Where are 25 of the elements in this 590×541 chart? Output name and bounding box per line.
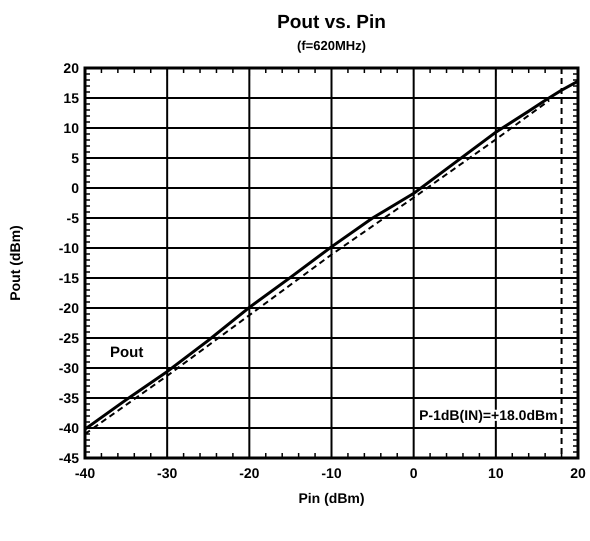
x-tick-label: -20 [239,465,260,481]
x-tick-label: 20 [570,465,586,481]
y-tick-label: 20 [63,60,80,76]
chart-subtitle: (f=620MHz) [297,38,366,53]
y-axis-title: Pout (dBm) [7,225,23,301]
chart-title: Pout vs. Pin [277,12,386,33]
y-tick-label: 10 [63,120,80,136]
x-tick-label: -30 [157,465,178,481]
y-tick-label: -35 [58,390,80,406]
x-tick-label: 0 [410,465,418,481]
y-tick-label: -25 [58,330,80,346]
y-tick-label: -10 [58,240,80,256]
y-tick-label: -30 [58,360,80,376]
y-tick-label: 0 [71,180,80,196]
y-tick-label: -40 [58,420,80,436]
x-tick-label: -10 [321,465,342,481]
x-axis-title: Pin (dBm) [298,490,365,506]
x-tick-label: 10 [488,465,504,481]
y-tick-label: 5 [71,150,80,166]
y-tick-label: -20 [58,300,80,316]
y-tick-label: 15 [63,90,80,106]
y-tick-label: -5 [66,210,80,226]
series-label: Pout [110,344,144,362]
y-tick-label: -45 [58,450,80,466]
y-tick-label: -15 [58,270,80,286]
